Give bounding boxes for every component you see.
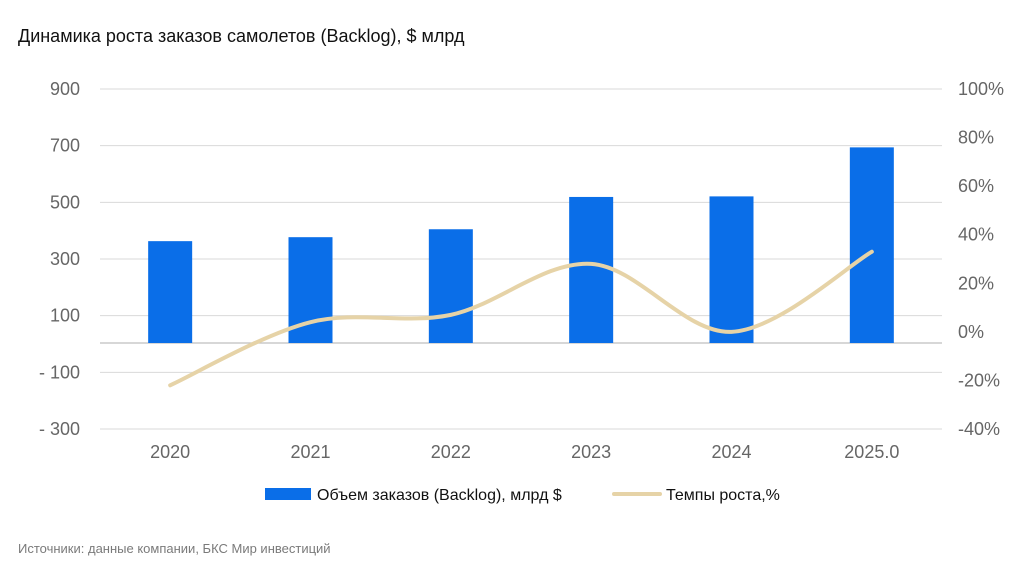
gridlines bbox=[100, 88, 942, 430]
legend-bar-swatch bbox=[265, 488, 311, 500]
x-tick-label: 2023 bbox=[571, 442, 611, 462]
x-tick-label: 2025.0 bbox=[844, 442, 899, 462]
right-tick-label: 60% bbox=[958, 176, 994, 196]
left-tick-label: - 100 bbox=[39, 362, 80, 382]
right-tick-label: 20% bbox=[958, 273, 994, 293]
left-tick-label: 100 bbox=[50, 306, 80, 326]
x-axis-ticks: 2020 2021 2022 2023 2024 2025.0 bbox=[150, 442, 899, 462]
chart-title: Динамика роста заказов самолетов (Backlo… bbox=[18, 26, 465, 46]
right-tick-label: 40% bbox=[958, 225, 994, 245]
left-tick-label: 900 bbox=[50, 79, 80, 99]
right-tick-label: -40% bbox=[958, 419, 1000, 439]
legend-bar-label: Объем заказов (Backlog), млрд $ bbox=[317, 487, 562, 504]
bar bbox=[569, 196, 614, 343]
right-axis-ticks: 100% 80% 60% 40% 20% 0% -20% -40% bbox=[958, 79, 1004, 439]
legend: Объем заказов (Backlog), млрд $ Темпы ро… bbox=[265, 487, 780, 504]
left-axis-ticks: 900 700 500 300 100 - 100 - 300 bbox=[39, 79, 80, 439]
right-tick-label: 80% bbox=[958, 128, 994, 148]
bar bbox=[428, 229, 473, 343]
x-tick-label: 2020 bbox=[150, 442, 190, 462]
x-tick-label: 2022 bbox=[431, 442, 471, 462]
bar bbox=[148, 241, 193, 343]
left-tick-label: 500 bbox=[50, 192, 80, 212]
growth-rate-line bbox=[168, 249, 874, 388]
source-note: Источники: данные компании, БКС Мир инве… bbox=[18, 541, 331, 556]
left-tick-label: - 300 bbox=[39, 419, 80, 439]
right-tick-label: 100% bbox=[958, 79, 1004, 99]
left-tick-label: 300 bbox=[50, 249, 80, 269]
x-tick-label: 2021 bbox=[290, 442, 330, 462]
right-tick-label: -20% bbox=[958, 370, 1000, 390]
legend-line-label: Темпы роста,% bbox=[666, 487, 780, 504]
left-tick-label: 700 bbox=[50, 136, 80, 156]
bar bbox=[709, 196, 754, 343]
right-tick-label: 0% bbox=[958, 322, 984, 342]
line-series bbox=[168, 249, 874, 388]
bar bbox=[849, 147, 894, 343]
x-tick-label: 2024 bbox=[711, 442, 751, 462]
